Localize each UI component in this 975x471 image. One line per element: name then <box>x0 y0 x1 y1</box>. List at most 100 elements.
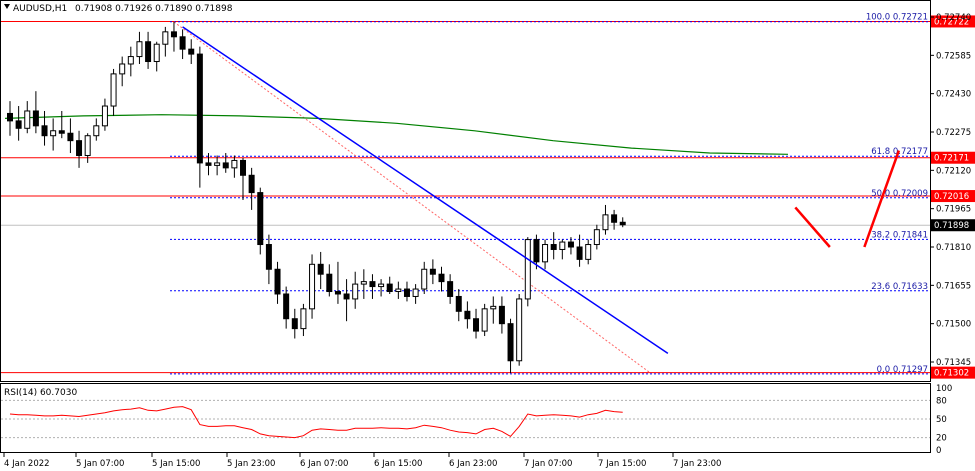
candle-body <box>481 308 488 332</box>
candle-body <box>619 221 626 226</box>
candle-body <box>58 130 65 134</box>
candle-body <box>15 120 22 129</box>
candle-body <box>611 214 618 223</box>
rsi-level-label: 100 <box>936 384 952 394</box>
price-tick-label: 0.71965 <box>936 205 971 215</box>
candle-body <box>412 288 419 297</box>
rsi-level-label: 0 <box>936 446 941 456</box>
price-tick-label: 0.72275 <box>936 128 971 138</box>
level-price-label: 0.71302 <box>934 369 969 379</box>
candle-body <box>257 192 264 246</box>
candle-body <box>576 246 583 260</box>
candle-body <box>498 305 505 325</box>
fibonacci-level-label: 0.0 0.71297 <box>877 365 928 375</box>
time-tick-label: 7 Jan 07:00 <box>524 459 572 469</box>
candle-body <box>84 135 91 156</box>
candle-body <box>542 244 549 263</box>
candle-body <box>291 318 298 330</box>
candle-body <box>76 140 83 156</box>
time-tick-label: 6 Jan 07:00 <box>300 459 348 469</box>
candle-body <box>386 283 393 293</box>
candle-body <box>403 288 410 297</box>
candle-body <box>378 283 385 288</box>
candle-body <box>170 31 177 38</box>
candle-body <box>352 283 359 300</box>
fibonacci-level-label: 50.0 0.72009 <box>871 189 928 199</box>
candle-body <box>334 291 341 295</box>
rsi-level-label: 80 <box>936 396 947 406</box>
collapse-triangle-icon[interactable] <box>4 4 10 9</box>
price-tick-label: 0.71500 <box>936 320 971 330</box>
level-price-tag <box>931 15 975 28</box>
time-tick-label: 7 Jan 23:00 <box>673 459 721 469</box>
candle-body <box>222 162 229 169</box>
candle-body <box>455 295 462 312</box>
candle-body <box>300 308 307 330</box>
time-tick-label: 5 Jan 15:00 <box>152 459 200 469</box>
time-tick-label: 4 Jan 2022 <box>4 459 50 469</box>
candle-body <box>585 244 592 260</box>
rsi-level-label: 50 <box>936 415 947 425</box>
time-tick-label: 6 Jan 23:00 <box>449 459 497 469</box>
fibonacci-level-label: 100.0 0.72721 <box>866 13 928 23</box>
candle-body <box>447 281 454 297</box>
candle-body <box>265 244 272 270</box>
candle-body <box>101 105 108 127</box>
candle-body <box>438 273 445 283</box>
main-pane-frame <box>0 0 931 382</box>
candle-body <box>153 43 160 63</box>
candle-body <box>464 310 471 320</box>
current-price-label: 0.71898 <box>934 221 969 231</box>
price-tick-label: 0.72430 <box>936 90 971 100</box>
candle-body <box>274 268 281 295</box>
time-axis: 4 Jan 2022 5 Jan 07:00 5 Jan 15:00 5 Jan 23… <box>3 453 721 469</box>
projection-arrow <box>863 150 901 248</box>
candle-body <box>7 112 13 122</box>
candle-body <box>214 162 221 166</box>
ohlc-values: 0.71908 0.71926 0.71890 0.71898 <box>75 4 233 14</box>
candle-body <box>93 125 100 137</box>
rsi-label: RSI(14) 60.7030 <box>4 388 77 398</box>
candle-body <box>360 281 367 285</box>
candle-body <box>119 63 126 75</box>
horizontal-levels[interactable]: 0.72722 0.72171 0.72016 0.71302 0.71898 <box>1 15 975 379</box>
candle-body <box>473 318 480 332</box>
candle-body <box>248 174 255 194</box>
candle-body <box>533 239 540 263</box>
candle-body <box>41 125 48 137</box>
candle-body <box>309 263 316 310</box>
candle-body <box>524 239 531 300</box>
candle-body <box>326 273 333 293</box>
candle-body <box>507 323 514 362</box>
candle-body <box>343 293 350 300</box>
rsi-pane-frame <box>0 383 931 453</box>
rsi-line <box>9 406 623 439</box>
price-tick-label: 0.72585 <box>936 51 971 61</box>
price-axis: 0.72740 0.72585 0.72430 0.72275 0.72120 0.719… <box>930 13 971 368</box>
candle-body <box>162 31 169 45</box>
projection-arrows[interactable] <box>794 150 901 248</box>
candle-body <box>490 305 497 310</box>
candle-body <box>188 48 195 55</box>
candle-body <box>421 268 428 290</box>
rsi-indicator: 100 80 50 20 0 <box>1 384 952 456</box>
candle-body <box>145 41 152 63</box>
trendline[interactable] <box>182 26 669 354</box>
symbol-label: AUDUSD,H1 <box>13 4 67 14</box>
moving-average-line <box>4 114 789 155</box>
time-tick-label: 5 Jan 23:00 <box>227 459 275 469</box>
level-price-tag <box>931 151 975 164</box>
candle-body <box>550 244 557 250</box>
candle-body <box>395 288 402 293</box>
moving-average <box>4 114 789 155</box>
candle-body <box>240 159 247 176</box>
candle-body <box>50 130 57 137</box>
level-price-label: 0.72171 <box>934 154 969 164</box>
time-tick-label: 7 Jan 15:00 <box>598 459 646 469</box>
candle-body <box>429 268 436 275</box>
candle-body <box>196 53 203 164</box>
fibonacci-trendline[interactable] <box>173 21 651 374</box>
candle-body <box>602 214 609 231</box>
candle-body <box>67 132 74 142</box>
